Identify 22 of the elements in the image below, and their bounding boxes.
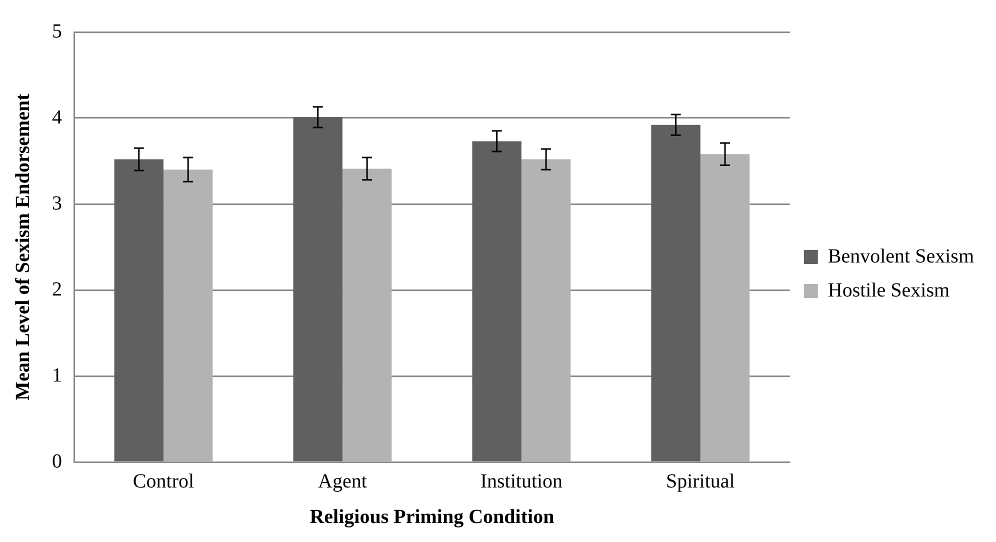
bar — [342, 168, 392, 462]
bar — [163, 170, 213, 462]
bar — [472, 141, 522, 462]
x-tick-label: Institution — [480, 470, 563, 492]
y-tick-label: 1 — [52, 364, 62, 386]
x-tick-label: Spiritual — [666, 470, 736, 492]
bar — [521, 159, 571, 462]
bar — [293, 117, 342, 462]
y-tick-label: 5 — [52, 20, 62, 42]
y-axis-title: Mean Level of Sexism Endorsement — [12, 93, 34, 400]
x-tick-label: Control — [132, 470, 194, 492]
y-tick-label: 3 — [52, 192, 62, 214]
bar — [114, 159, 164, 462]
x-axis-title: Religious Priming Condition — [310, 506, 554, 528]
legend-label: Hostile Sexism — [828, 279, 950, 302]
bar — [700, 154, 750, 462]
x-tick-label: Agent — [318, 470, 368, 492]
y-tick-label: 4 — [52, 106, 62, 128]
bar — [651, 124, 700, 462]
y-tick-label: 0 — [52, 450, 62, 472]
y-tick-label: 2 — [52, 278, 62, 300]
legend-label: Benvolent Sexism — [828, 245, 974, 268]
